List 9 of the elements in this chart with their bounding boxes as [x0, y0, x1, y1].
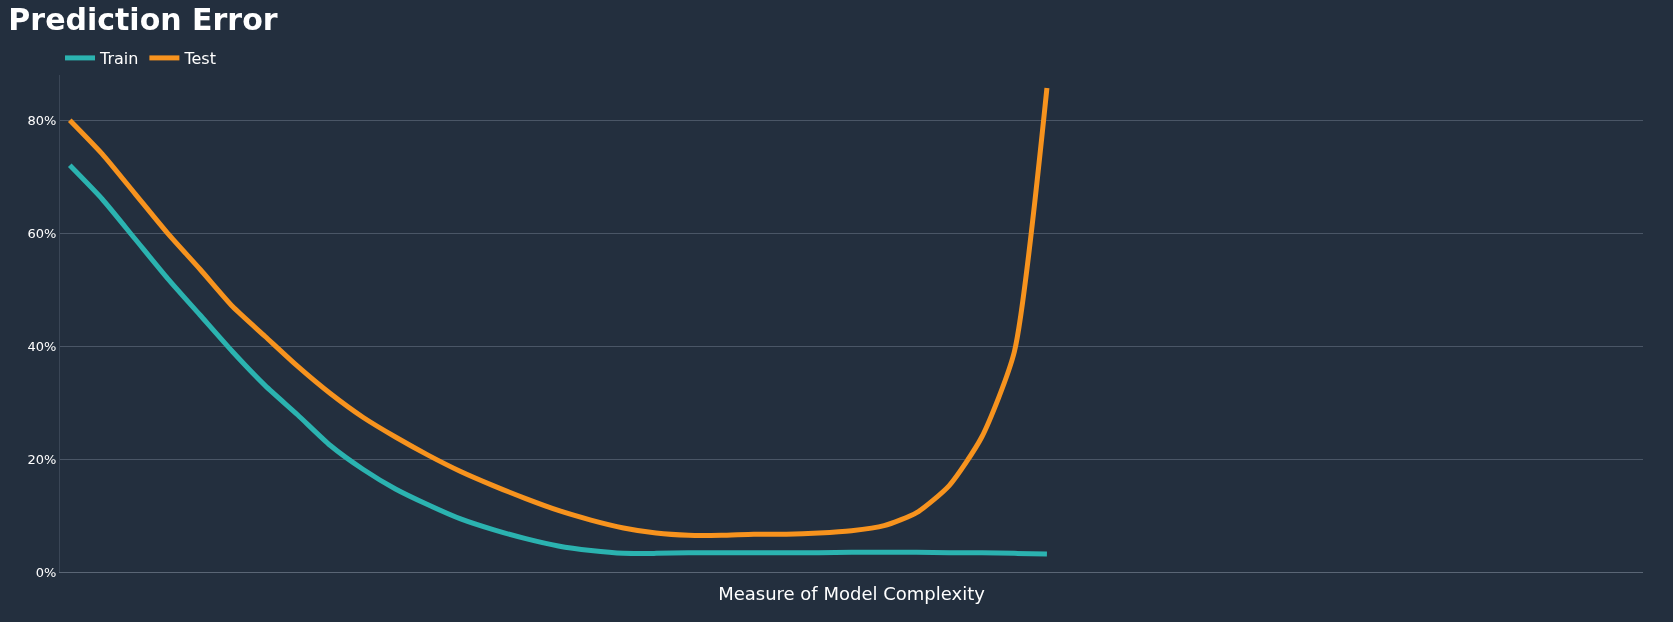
legend-label: Train — [99, 49, 139, 69]
y-tick-label: 20% — [27, 451, 57, 467]
chart-title: Prediction Error — [8, 2, 278, 38]
y-tick-label: 0% — [35, 564, 57, 580]
legend-label: Test — [183, 49, 216, 69]
y-tick-label: 60% — [27, 225, 57, 241]
y-tick-label: 40% — [27, 338, 57, 354]
y-tick-label: 80% — [27, 112, 57, 128]
x-axis-title: Measure of Model Complexity — [718, 583, 986, 605]
